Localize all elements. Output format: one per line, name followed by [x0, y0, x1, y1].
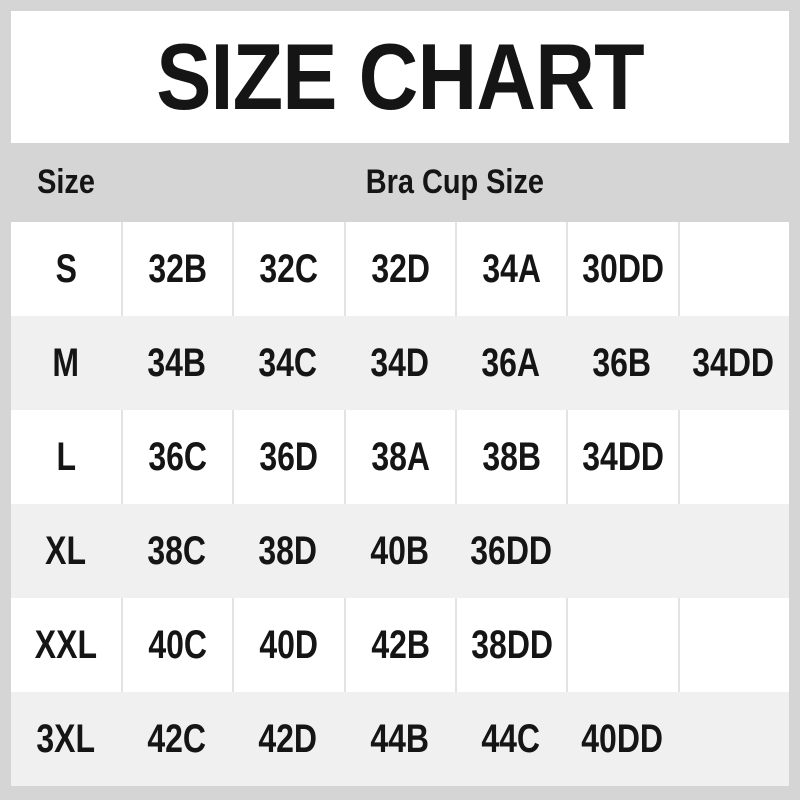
- cup-value: 32C: [259, 246, 319, 291]
- cup-value: 32D: [370, 246, 430, 291]
- cup-value: 38DD: [470, 622, 553, 667]
- size-table: S 32B 32C 32D 34A 30DD M 34B 34C 34D 36A…: [11, 222, 789, 786]
- table-row-s: S 32B 32C 32D 34A 30DD: [11, 222, 789, 316]
- cup-cell: 36D: [232, 410, 343, 504]
- cup-cell: 34DD: [566, 410, 677, 504]
- cup-value: 38A: [370, 434, 430, 479]
- cup-cell-empty: [677, 598, 789, 692]
- size-cell: XL: [11, 504, 121, 598]
- cup-value: 34B: [147, 340, 207, 385]
- size-cell: XXL: [11, 598, 121, 692]
- cup-cell: 34C: [232, 316, 343, 410]
- size-value: XL: [45, 528, 87, 573]
- cup-cell: 38DD: [455, 598, 566, 692]
- cup-cell-empty: [678, 504, 789, 598]
- cup-value: 34DD: [582, 434, 664, 479]
- cup-cell: 38A: [343, 410, 455, 504]
- size-value: S: [55, 246, 77, 291]
- cup-cell: 42B: [343, 598, 455, 692]
- size-value: M: [52, 340, 80, 385]
- cup-cell: 38D: [232, 504, 343, 598]
- header-cell-size: Size: [11, 163, 121, 202]
- cup-value: 36DD: [469, 528, 552, 573]
- cup-cell-empty: [678, 692, 789, 786]
- cup-cell: 36DD: [455, 504, 566, 598]
- cup-value: 38B: [482, 434, 542, 479]
- cup-cell: 40C: [121, 598, 232, 692]
- cup-value: 38C: [147, 528, 207, 573]
- cup-value: 32B: [148, 246, 208, 291]
- cup-cell: 34D: [344, 316, 455, 410]
- cup-cell: 34B: [121, 316, 232, 410]
- table-header: Size Bra Cup Size: [11, 143, 789, 222]
- cup-value: 30DD: [582, 246, 664, 291]
- cup-cell: 38C: [121, 504, 232, 598]
- cup-value: 34D: [369, 340, 429, 385]
- cup-value: 36D: [259, 434, 319, 479]
- cup-value: 34C: [258, 340, 318, 385]
- cup-cell-empty: [677, 410, 789, 504]
- size-cell: L: [11, 410, 121, 504]
- cup-value: 44B: [369, 716, 429, 761]
- title-band: SIZE CHART: [11, 11, 789, 143]
- cup-cell-empty: [566, 598, 677, 692]
- cup-cell: 44B: [344, 692, 455, 786]
- cup-value: 40DD: [581, 716, 663, 761]
- cup-value: 38D: [258, 528, 318, 573]
- cup-cell: 36B: [566, 316, 677, 410]
- table-row-l: L 36C 36D 38A 38B 34DD: [11, 410, 789, 504]
- cup-cell-empty: [566, 504, 677, 598]
- table-row-m: M 34B 34C 34D 36A 36B 34DD: [11, 316, 789, 410]
- cup-value: 42C: [147, 716, 207, 761]
- table-row-xl: XL 38C 38D 40B 36DD: [11, 504, 789, 598]
- size-value: XXL: [34, 622, 98, 667]
- cup-column-header: Bra Cup Size: [365, 163, 545, 201]
- cup-cell: 30DD: [566, 222, 677, 316]
- size-value: 3XL: [36, 716, 96, 761]
- cup-cell: 32B: [121, 222, 232, 316]
- cup-cell-empty: [677, 222, 789, 316]
- cup-value: 44C: [481, 716, 541, 761]
- header-cell-cup: Bra Cup Size: [121, 163, 789, 202]
- cup-value: 42D: [258, 716, 318, 761]
- cup-value: 40D: [259, 622, 319, 667]
- cup-value: 36C: [148, 434, 208, 479]
- cup-value: 34A: [482, 246, 542, 291]
- cup-value: 42B: [370, 622, 430, 667]
- table-row-xxl: XXL 40C 40D 42B 38DD: [11, 598, 789, 692]
- cup-cell: 44C: [455, 692, 566, 786]
- cup-cell: 40D: [232, 598, 343, 692]
- cup-cell: 40DD: [566, 692, 677, 786]
- cup-value: 36A: [481, 340, 541, 385]
- page-title: SIZE CHART: [156, 24, 644, 129]
- cup-cell: 34A: [455, 222, 566, 316]
- cup-value: 40B: [369, 528, 429, 573]
- size-column-header: Size: [37, 163, 95, 201]
- size-cell: 3XL: [11, 692, 121, 786]
- cup-cell: 34DD: [678, 316, 789, 410]
- size-cell: M: [11, 316, 121, 410]
- size-value: L: [56, 434, 76, 479]
- size-cell: S: [11, 222, 121, 316]
- cup-value: 36B: [592, 340, 652, 385]
- table-row-3xl: 3XL 42C 42D 44B 44C 40DD: [11, 692, 789, 786]
- cup-value: 40C: [148, 622, 208, 667]
- cup-cell: 36A: [455, 316, 566, 410]
- cup-cell: 40B: [344, 504, 455, 598]
- cup-cell: 32C: [232, 222, 343, 316]
- cup-cell: 42C: [121, 692, 232, 786]
- cup-cell: 32D: [343, 222, 455, 316]
- cup-cell: 38B: [455, 410, 566, 504]
- cup-cell: 42D: [232, 692, 343, 786]
- cup-value: 34DD: [692, 340, 775, 385]
- cup-cell: 36C: [121, 410, 232, 504]
